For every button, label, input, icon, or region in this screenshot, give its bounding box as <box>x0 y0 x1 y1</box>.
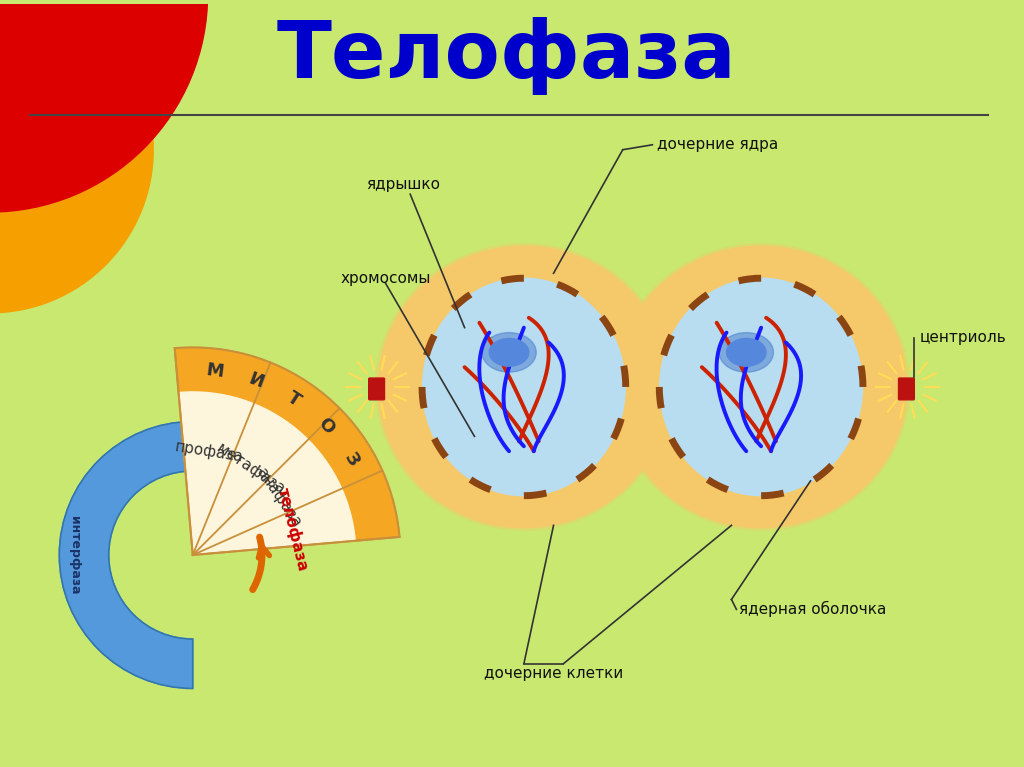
Ellipse shape <box>615 246 907 528</box>
Ellipse shape <box>646 276 876 498</box>
Text: профаза: профаза <box>174 439 245 466</box>
Ellipse shape <box>659 278 862 495</box>
Text: интерфаза: интерфаза <box>68 515 81 594</box>
Ellipse shape <box>398 265 650 509</box>
Ellipse shape <box>387 255 662 519</box>
Text: И: И <box>246 370 266 392</box>
Ellipse shape <box>489 338 528 366</box>
Ellipse shape <box>409 276 639 498</box>
Ellipse shape <box>482 333 537 372</box>
Ellipse shape <box>612 244 909 530</box>
Wedge shape <box>178 392 355 555</box>
Text: З: З <box>341 449 362 469</box>
Ellipse shape <box>635 265 887 509</box>
FancyBboxPatch shape <box>898 378 914 400</box>
Text: анафаза: анафаза <box>253 464 304 530</box>
Ellipse shape <box>726 338 766 366</box>
Ellipse shape <box>378 246 670 528</box>
Ellipse shape <box>420 287 628 487</box>
Circle shape <box>0 0 208 212</box>
Text: метафаза: метафаза <box>214 440 288 497</box>
Text: хромосомы: хромосомы <box>341 271 431 286</box>
Text: Телофаза: Телофаза <box>276 17 736 95</box>
Ellipse shape <box>719 333 773 372</box>
Text: М: М <box>206 361 225 381</box>
Text: ядрышко: ядрышко <box>366 177 439 192</box>
Text: телофаза: телофаза <box>275 486 311 574</box>
Text: О: О <box>314 414 338 438</box>
Ellipse shape <box>376 244 672 530</box>
Text: центриоль: центриоль <box>920 330 1006 345</box>
Text: Т: Т <box>284 389 304 410</box>
Ellipse shape <box>624 255 898 519</box>
Text: ядерная оболочка: ядерная оболочка <box>739 601 887 617</box>
Ellipse shape <box>423 278 626 495</box>
Wedge shape <box>59 422 193 689</box>
Text: дочерние клетки: дочерние клетки <box>484 666 624 681</box>
FancyBboxPatch shape <box>369 378 385 400</box>
Wedge shape <box>175 347 399 541</box>
Ellipse shape <box>657 287 865 487</box>
Circle shape <box>0 0 154 313</box>
Text: дочерние ядра: дочерние ядра <box>657 137 778 153</box>
